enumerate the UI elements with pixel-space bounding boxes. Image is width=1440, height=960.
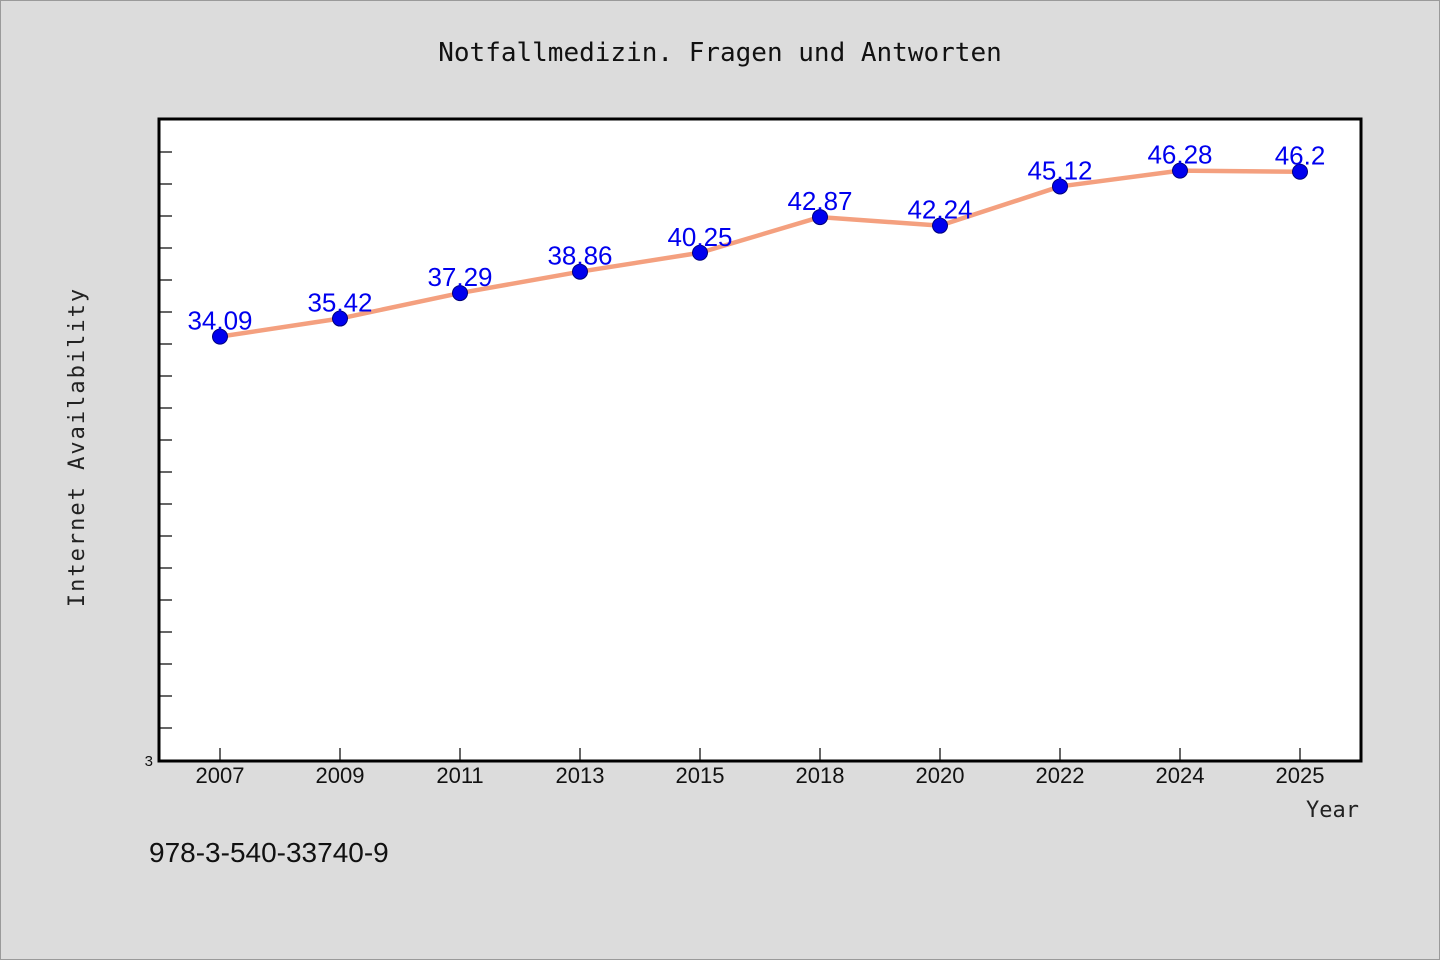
data-point [1292,163,1308,180]
y-axis-label: Internet Availability [65,287,90,607]
data-label: 42.24 [907,195,972,225]
data-label: 40.25 [667,222,732,252]
x-tick-label: 2022 [1036,763,1085,788]
series-line [217,168,1303,339]
x-tick-label: 2007 [196,763,245,788]
x-axis-label: Year [1306,798,1359,823]
chart-title: Notfallmedizin. Fragen und Antworten [438,38,1002,68]
data-point [572,263,588,280]
data-point [812,209,828,226]
isbn-footnote: 978-3-540-33740-9 [149,837,389,868]
data-point [332,310,348,327]
data-label: 46.2 [1275,141,1326,171]
x-tick-label: 2011 [436,763,483,788]
data-point [212,328,228,345]
y-tick-label: 3 [145,753,153,770]
data-label: 45.12 [1027,155,1092,185]
data-label: 34.09 [187,306,252,336]
x-tick-label: 2013 [556,763,605,788]
x-tick-label: 2018 [796,763,845,788]
data-point [1172,162,1188,179]
data-point [932,217,948,234]
x-axis-ticks: 2007 2009 2011 2013 2015 2018 2020 2022 2024 2025 [196,748,1325,788]
data-label: 38.86 [547,241,612,271]
series-group: 34.09 35.42 37.29 38.86 40.25 42.87 42.24 45.12… [187,140,1326,345]
data-label: 35.42 [307,288,372,318]
plot-area [157,117,1363,763]
x-tick-label: 2025 [1276,763,1325,788]
data-point [452,285,468,302]
x-tick-label: 2009 [316,763,365,788]
y-axis-ticks [160,151,172,729]
data-label: 46.28 [1147,140,1212,170]
x-tick-label: 2024 [1156,763,1205,788]
x-tick-label: 2015 [676,763,725,788]
x-tick-label: 2020 [916,763,965,788]
data-point [1052,178,1068,195]
data-label: 37.29 [427,262,492,292]
data-point [692,244,708,261]
data-label: 42.87 [787,186,852,216]
